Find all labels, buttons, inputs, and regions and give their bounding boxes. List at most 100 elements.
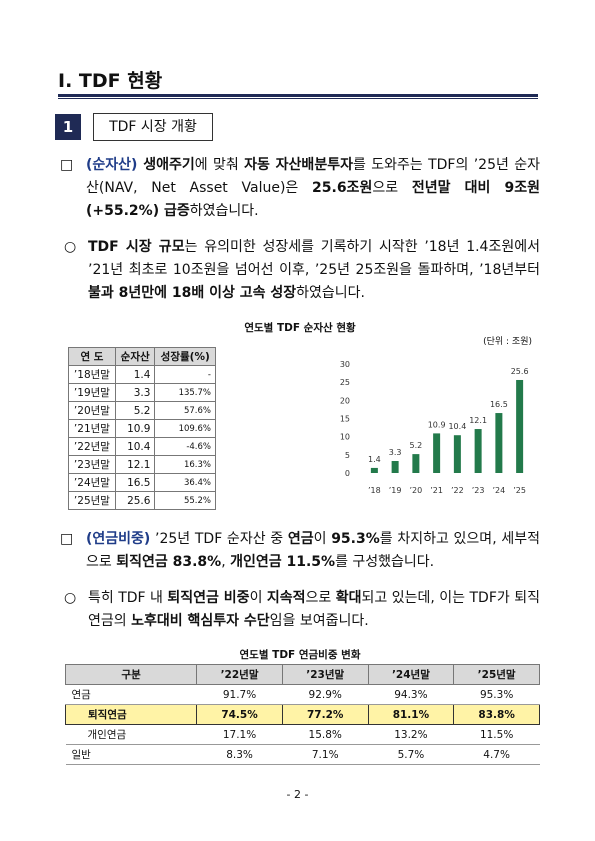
bar: [433, 433, 441, 473]
text-run: 에 맞춰: [194, 157, 245, 173]
cell: 81.1%: [367, 704, 455, 725]
header-row: 구분 ’22년말 ’23년말 ’24년말 ’25년말: [64, 664, 540, 685]
text-run: 를 구성했습니다.: [335, 554, 435, 570]
bar: [370, 467, 378, 473]
bullet: ○: [64, 239, 77, 255]
header-cell: ’24년말: [367, 664, 455, 685]
y-tick-label: 20: [340, 396, 350, 405]
text-run: 자동 자산배분투자: [244, 157, 353, 173]
x-tick-label: ’21: [430, 486, 443, 495]
text-run: 는 유의미한 성장세를 기록하기 시작한 ’18년 1.4조원에서 ’21년 최…: [88, 239, 540, 278]
cell: 91.7%: [196, 684, 283, 705]
cell: ’23년말: [68, 455, 116, 474]
row: 연금 91.7% 92.9% 94.3% 95.3%: [65, 684, 540, 705]
header-cell: ’25년말: [453, 664, 540, 685]
header-row: 연 도 순자산 성장률(%): [68, 347, 216, 366]
text-run: 되고 있는데, 이는 TDF가 퇴직연금의: [88, 590, 540, 629]
cell: 17.1%: [196, 724, 283, 745]
unit: (단위 : 조원): [483, 337, 532, 347]
value-label: 1.4: [368, 455, 381, 464]
row: ’24년말 16.5 36.4%: [68, 473, 216, 492]
cell: 55.2%: [154, 491, 216, 510]
row: ’22년말 10.4 -4.6%: [68, 437, 216, 456]
cell: 5.2: [114, 401, 156, 420]
text-run: 를 차지하고 있으며, 세부적으로: [86, 531, 540, 570]
cell: 77.2%: [281, 704, 369, 725]
paragraph: □ (연금비중) ’25년 TDF 순자산 중 연금이 95.3%를 차지하고 있…: [60, 528, 540, 574]
cell: 74.5%: [196, 704, 283, 725]
text-run: 특히 TDF 내: [88, 590, 168, 606]
cell: 10.9: [114, 419, 156, 438]
value-label: 10.9: [428, 420, 446, 429]
cell: 25.6: [114, 491, 156, 510]
cell: ’24년말: [68, 473, 116, 492]
text-run: 확대: [335, 590, 362, 606]
text-run: 95.3%: [331, 531, 380, 547]
page-number: - 2 -: [286, 788, 309, 801]
text-run: 불과 8년만에 18배 이상 고속 성장: [88, 285, 297, 301]
table: 연 도 순자산 성장률(%) ’18년말 1.4- ’19년말 3.3 135.7% ’20년말…: [68, 347, 216, 510]
cell: 퇴직연금: [64, 704, 198, 725]
text-run: 으로: [372, 180, 412, 196]
cell: 개인연금: [65, 724, 197, 745]
y-tick-label: 10: [340, 433, 350, 442]
cell: 16.3%: [154, 455, 216, 474]
header-cell: 순자산: [114, 347, 156, 366]
header-cell: ’22년말: [196, 664, 283, 685]
chart: 0 5 10 15 20 25 30 ’18 1.4 ’19 3.3 ’20 5.2 ’21 10.9 ’22…: [340, 360, 529, 495]
row: 퇴직연금 74.5% 77.2% 81.1% 83.8%: [64, 704, 540, 725]
cell: 57.6%: [154, 401, 216, 420]
x-tick-label: ’19: [389, 486, 402, 495]
y-tick-label: 25: [340, 378, 350, 387]
value-label: 10.4: [448, 422, 466, 431]
cell: 일반: [65, 744, 197, 765]
text-run: 를 도와주는 TDF의 ’25년 순자산(NAV, Net Asset Valu…: [86, 157, 540, 196]
cell: 135.7%: [154, 383, 216, 402]
cell: 36.4%: [154, 473, 216, 492]
text-run: 하였습니다.: [296, 285, 366, 301]
cell: 3.3: [114, 383, 156, 402]
header-cell: 연 도: [68, 347, 116, 366]
cell: ’25년말: [68, 491, 116, 510]
cell: 11.5%: [453, 724, 540, 745]
row: ’21년말 10.9 109.6%: [68, 419, 216, 438]
paragraph: ○ 특히 TDF 내 퇴직연금 비중이 지속적으로 확대되고 있는데, 이는 TD…: [64, 587, 540, 633]
bullet: □: [60, 157, 74, 173]
value-label: 5.2: [410, 441, 423, 450]
subsection-number: 1: [55, 114, 81, 140]
x-tick-label: ’24: [493, 486, 506, 495]
text-run: 노후대비 핵심투자 수단: [131, 613, 270, 629]
cell: 12.1: [114, 455, 156, 474]
text-run: 이: [313, 531, 332, 547]
cell: -: [154, 365, 216, 384]
cell: 95.3%: [453, 684, 540, 705]
bar: [516, 379, 524, 473]
text-run: 전년말 대비 9조원(+55.2%) 급증: [86, 180, 540, 219]
y-tick-label: 15: [340, 415, 350, 424]
table-title: 연도별 TDF 순자산 현황: [244, 322, 356, 334]
x-tick-label: ’22: [451, 486, 464, 495]
x-tick-label: ’25: [513, 486, 526, 495]
header-cell: 성장률(%): [154, 347, 216, 366]
cell: -4.6%: [154, 437, 216, 456]
cell: ’18년말: [68, 365, 116, 384]
text-run: ,: [221, 554, 231, 570]
text-run: 25.6조원: [312, 180, 373, 196]
y-tick-label: 0: [345, 469, 350, 478]
row: ’18년말 1.4-: [68, 365, 216, 384]
cell: 15.8%: [282, 724, 369, 745]
bullet: ○: [64, 590, 77, 606]
y-tick-label: 5: [345, 451, 350, 460]
text-run: 하였습니다.: [189, 203, 259, 219]
section-title: Ⅰ. TDF 현황: [58, 70, 163, 92]
text-run: 이: [249, 590, 267, 606]
bar: [495, 413, 503, 473]
cell: 연금: [65, 684, 197, 705]
cell: ’20년말: [68, 401, 116, 420]
cell: ’19년말: [68, 383, 116, 402]
value-label: 16.5: [490, 400, 508, 409]
cell: 1.4: [114, 365, 156, 384]
text-run: 생애주기: [137, 157, 195, 173]
text-run: (순자산): [86, 157, 138, 173]
